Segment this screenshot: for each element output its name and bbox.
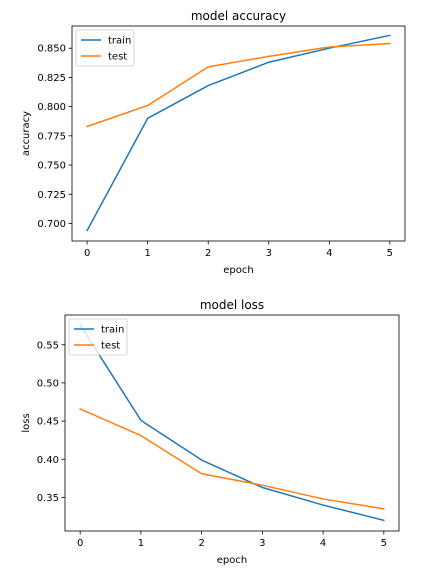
accuracy-chart: model accuracy 0 1 2 3 4 5 0.700 0.725 0.750 0.775… xyxy=(21,9,405,276)
legend-label-train: train xyxy=(101,325,124,336)
x-axis-label: epoch xyxy=(223,265,253,276)
y-tick-label: 0.750 xyxy=(37,161,66,172)
x-tick-label: 5 xyxy=(387,248,393,259)
legend: train test xyxy=(76,30,134,66)
x-tick-label: 1 xyxy=(138,538,144,549)
y-tick-label: 0.45 xyxy=(37,417,59,428)
x-tick-label: 2 xyxy=(198,538,204,549)
y-axis-label: accuracy xyxy=(21,111,32,156)
y-tick-label: 0.50 xyxy=(37,378,59,389)
series-line-test xyxy=(80,409,384,509)
x-tick-label: 4 xyxy=(326,248,332,259)
y-tick-label: 0.700 xyxy=(37,219,66,230)
x-tick-label: 3 xyxy=(259,538,265,549)
x-axis-label: epoch xyxy=(217,555,247,566)
y-tick-label: 0.55 xyxy=(37,340,59,351)
legend-label-test: test xyxy=(101,341,120,352)
loss-chart: model loss 0 1 2 3 4 5 0.35 0.40 0.45 0.50 0.55 epoc… xyxy=(21,298,399,566)
y-tick-label: 0.850 xyxy=(37,44,66,55)
y-tick-label: 0.825 xyxy=(37,73,66,84)
y-tick-label: 0.725 xyxy=(37,190,66,201)
x-tick-label: 3 xyxy=(266,248,272,259)
y-tick-label: 0.775 xyxy=(37,131,66,142)
x-tick-label: 2 xyxy=(205,248,211,259)
x-tick-label: 5 xyxy=(381,538,387,549)
x-tick-label: 1 xyxy=(144,248,150,259)
legend-label-test: test xyxy=(108,52,127,63)
y-tick-label: 0.40 xyxy=(37,455,59,466)
x-tick-label: 4 xyxy=(320,538,326,549)
chart-title: model loss xyxy=(200,298,264,312)
legend: train test xyxy=(69,319,127,355)
y-tick-label: 0.800 xyxy=(37,102,66,113)
y-tick-label: 0.35 xyxy=(37,493,59,504)
legend-label-train: train xyxy=(108,36,131,47)
x-tick-label: 0 xyxy=(77,538,83,549)
chart-title: model accuracy xyxy=(191,9,286,23)
x-tick-label: 0 xyxy=(84,248,90,259)
y-axis-label: loss xyxy=(21,413,32,432)
